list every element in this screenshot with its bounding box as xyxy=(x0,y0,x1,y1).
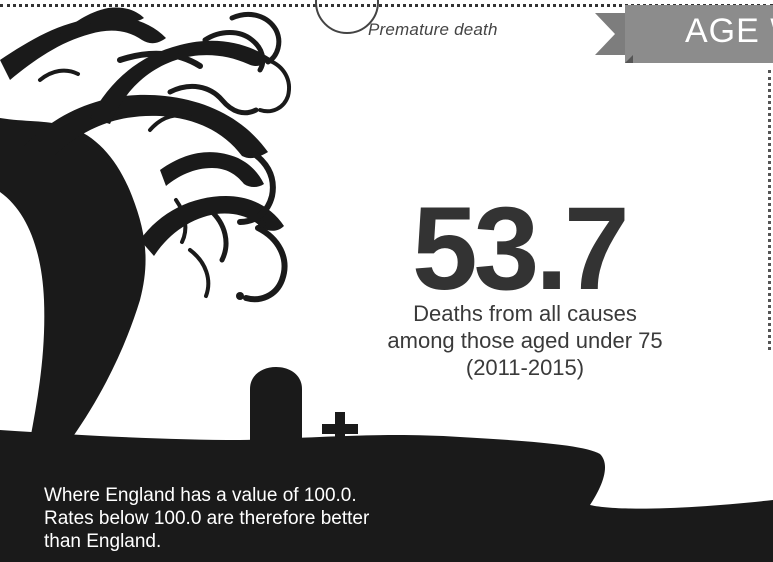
cross-icon xyxy=(322,412,358,452)
footnote-line: Rates below 100.0 are therefore better xyxy=(44,508,370,529)
ribbon-title: AGE W xyxy=(685,12,773,50)
caption-line: Deaths from all causes xyxy=(413,301,637,326)
tombstone-icon xyxy=(250,367,302,447)
dotted-border-top xyxy=(0,4,773,7)
dotted-border-right xyxy=(768,70,771,350)
stat-value: 53.7 xyxy=(412,183,630,315)
caption-line: (2011-2015) xyxy=(465,355,585,380)
footnote: Where England has a value of 100.0. Rate… xyxy=(44,484,369,553)
caption-line: among those aged under 75 xyxy=(387,328,663,353)
section-label: Premature death xyxy=(368,20,498,39)
stat-caption: Deaths from all causes among those aged … xyxy=(310,300,740,381)
footnote-line: than England. xyxy=(44,531,162,552)
ribbon-banner xyxy=(595,5,773,63)
footnote-line: Where England has a value of 100.0. xyxy=(44,485,357,506)
